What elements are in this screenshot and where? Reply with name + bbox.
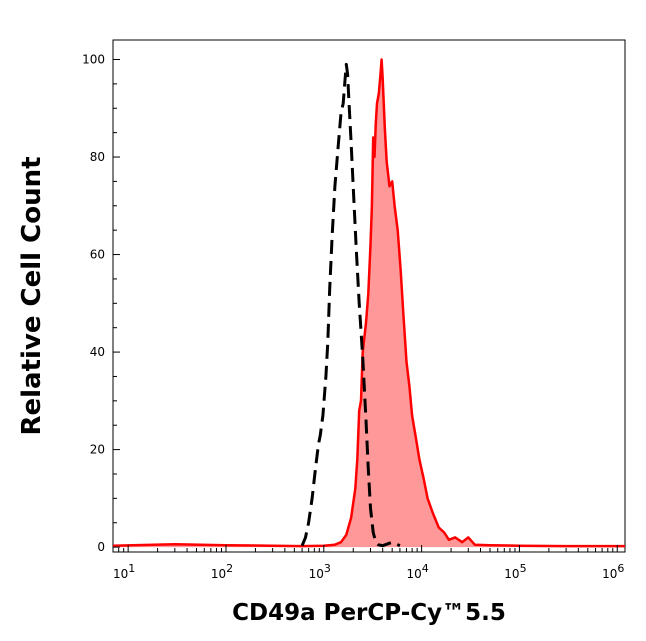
y-axis: 0 20 40 60 80 100: [82, 53, 120, 554]
series-line-1: [300, 62, 401, 548]
series-layer: [112, 58, 625, 548]
y-tick-label: 100: [82, 53, 105, 67]
x-tick-label: 104: [406, 562, 428, 581]
series-fill-0: [113, 59, 625, 548]
x-tick-label: 101: [113, 562, 135, 581]
x-axis-title: CD49a PerCP-Cy™5.5: [232, 600, 506, 626]
y-axis-title: Relative Cell Count: [17, 156, 47, 435]
y-tick-label: 80: [90, 150, 105, 164]
y-tick-label: 40: [90, 345, 105, 359]
x-tick-label: 106: [602, 562, 624, 581]
x-tick-label: 102: [211, 562, 233, 581]
y-tick-label: 0: [97, 540, 105, 554]
plot-frame: [112, 39, 626, 553]
y-tick-label: 20: [90, 443, 105, 457]
x-axis: 101 102 103 104 105 106: [112, 545, 624, 581]
series-line-0: [112, 58, 625, 548]
y-tick-label: 60: [90, 248, 105, 262]
x-tick-label: 103: [309, 562, 331, 581]
x-tick-label: 105: [504, 562, 526, 581]
